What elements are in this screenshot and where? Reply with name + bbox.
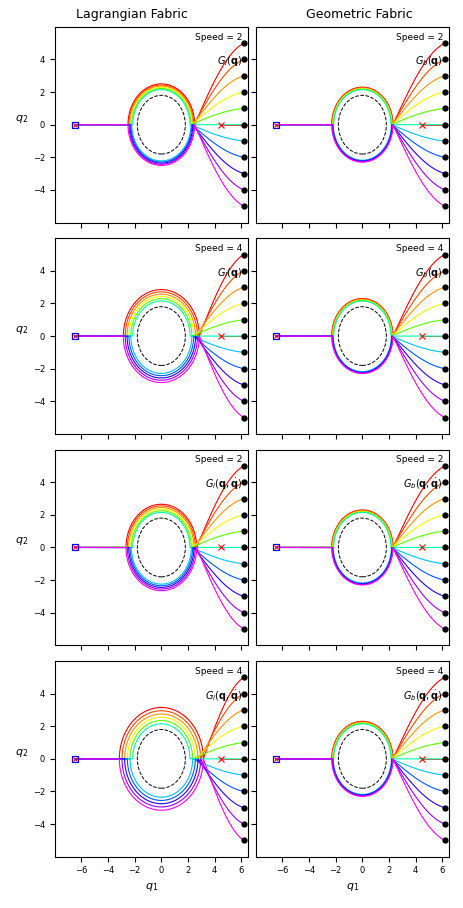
Text: Lagrangian Fabric: Lagrangian Fabric: [76, 8, 188, 21]
Y-axis label: $q_2$: $q_2$: [15, 113, 28, 124]
X-axis label: $q_1$: $q_1$: [144, 881, 157, 893]
Text: $G_b(\mathbf{q},\dot{\mathbf{q}})$: $G_b(\mathbf{q},\dot{\mathbf{q}})$: [402, 477, 442, 492]
Text: $G_b(\mathbf{q})$: $G_b(\mathbf{q})$: [414, 266, 442, 280]
Text: $G_l(\mathbf{q})$: $G_l(\mathbf{q})$: [216, 54, 242, 68]
Y-axis label: $q_2$: $q_2$: [15, 536, 28, 548]
Text: Speed = 4: Speed = 4: [395, 244, 442, 253]
Text: $G_l(\mathbf{q},\dot{\mathbf{q}})$: $G_l(\mathbf{q},\dot{\mathbf{q}})$: [204, 688, 242, 704]
Text: Speed = 4: Speed = 4: [194, 244, 242, 253]
Text: $G_l(\mathbf{q},\dot{\mathbf{q}})$: $G_l(\mathbf{q},\dot{\mathbf{q}})$: [204, 477, 242, 492]
Y-axis label: $q_2$: $q_2$: [15, 747, 28, 759]
Text: Speed = 2: Speed = 2: [194, 33, 242, 42]
Text: $G_l(\mathbf{q})$: $G_l(\mathbf{q})$: [216, 266, 242, 280]
Text: Geometric Fabric: Geometric Fabric: [306, 8, 412, 21]
Text: $G_b(\mathbf{q},\dot{\mathbf{q}})$: $G_b(\mathbf{q},\dot{\mathbf{q}})$: [402, 688, 442, 704]
Text: Speed = 4: Speed = 4: [194, 666, 242, 676]
Text: Speed = 2: Speed = 2: [395, 33, 442, 42]
Y-axis label: $q_2$: $q_2$: [15, 324, 28, 336]
Text: Speed = 2: Speed = 2: [395, 456, 442, 465]
Text: Speed = 4: Speed = 4: [395, 666, 442, 676]
Text: $G_b(\mathbf{q})$: $G_b(\mathbf{q})$: [414, 54, 442, 68]
X-axis label: $q_1$: $q_1$: [345, 881, 358, 893]
Text: Speed = 2: Speed = 2: [194, 456, 242, 465]
